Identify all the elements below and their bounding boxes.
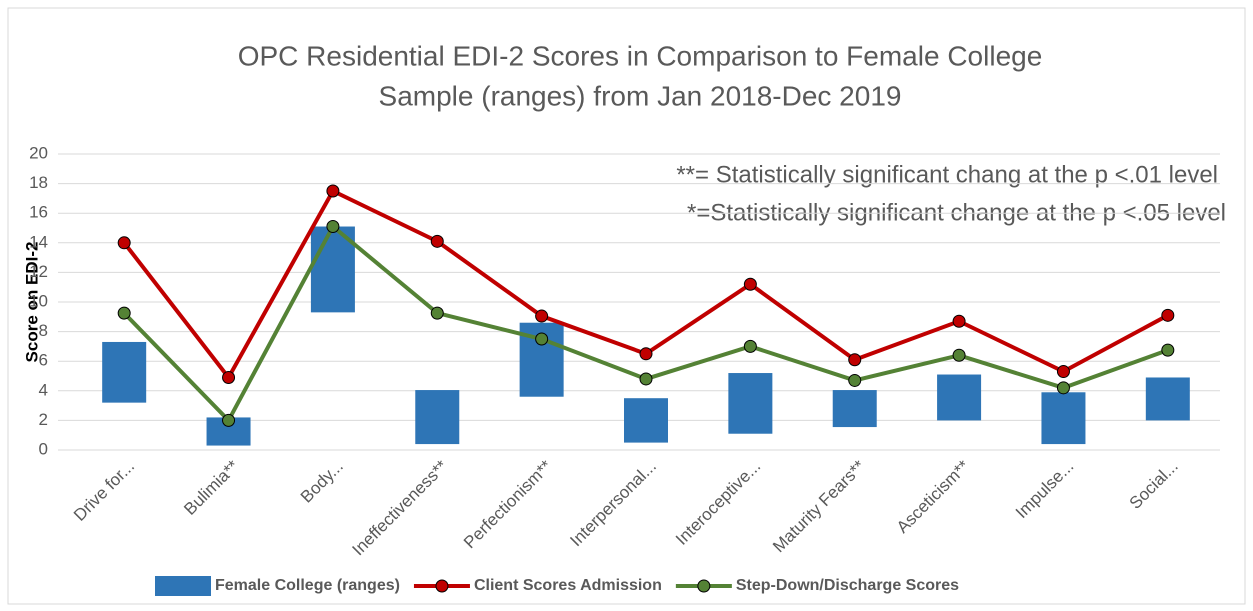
y-tick-label: 10 <box>29 291 48 310</box>
y-tick-label: 2 <box>39 410 48 429</box>
y-tick-label: 16 <box>29 203 48 222</box>
point <box>1056 381 1070 395</box>
range-bar <box>102 341 147 403</box>
y-tick-label: 6 <box>39 351 48 370</box>
range-bar <box>937 374 982 421</box>
y-tick-label: 12 <box>29 262 48 281</box>
y-tick-label: 20 <box>29 143 48 162</box>
point <box>952 314 966 328</box>
point <box>743 339 757 353</box>
point <box>848 353 862 367</box>
y-tick-label: 14 <box>29 232 48 251</box>
annotation: **= Statistically significant chang at t… <box>676 161 1218 188</box>
point <box>430 234 444 248</box>
range-bar <box>1145 377 1190 421</box>
point <box>430 306 444 320</box>
point <box>535 332 549 346</box>
point <box>639 372 653 386</box>
legend-label: Client Scores Admission <box>474 577 662 594</box>
point <box>222 370 236 384</box>
y-tick-label: 0 <box>39 439 48 458</box>
point <box>848 373 862 387</box>
point <box>1161 343 1175 357</box>
y-tick-label: 18 <box>29 173 48 192</box>
point <box>1056 365 1070 379</box>
point <box>535 309 549 323</box>
legend-label: Female College (ranges) <box>215 577 400 594</box>
range-bar <box>1041 392 1086 445</box>
legend-swatch <box>697 579 711 593</box>
chart-frame <box>7 7 1246 605</box>
chart-title: Sample (ranges) from Jan 2018-Dec 2019 <box>379 80 902 111</box>
range-bar <box>728 373 773 434</box>
point <box>743 277 757 291</box>
range-bar <box>832 390 877 428</box>
legend-swatch <box>435 579 449 593</box>
point <box>326 184 340 198</box>
legend-swatch <box>155 576 211 596</box>
point <box>1161 308 1175 322</box>
point <box>222 413 236 427</box>
range-bar <box>624 398 668 443</box>
legend-label: Step-Down/Discharge Scores <box>736 577 959 594</box>
point <box>117 306 131 320</box>
range-bar <box>415 390 460 445</box>
point <box>639 347 653 361</box>
point <box>326 220 340 234</box>
point <box>117 236 131 250</box>
point <box>952 348 966 362</box>
y-axis-label: Score on EDI-2 <box>22 242 41 363</box>
y-tick-label: 8 <box>39 321 48 340</box>
chart-title: OPC Residential EDI-2 Scores in Comparis… <box>238 40 1043 71</box>
y-tick-label: 4 <box>39 380 48 399</box>
